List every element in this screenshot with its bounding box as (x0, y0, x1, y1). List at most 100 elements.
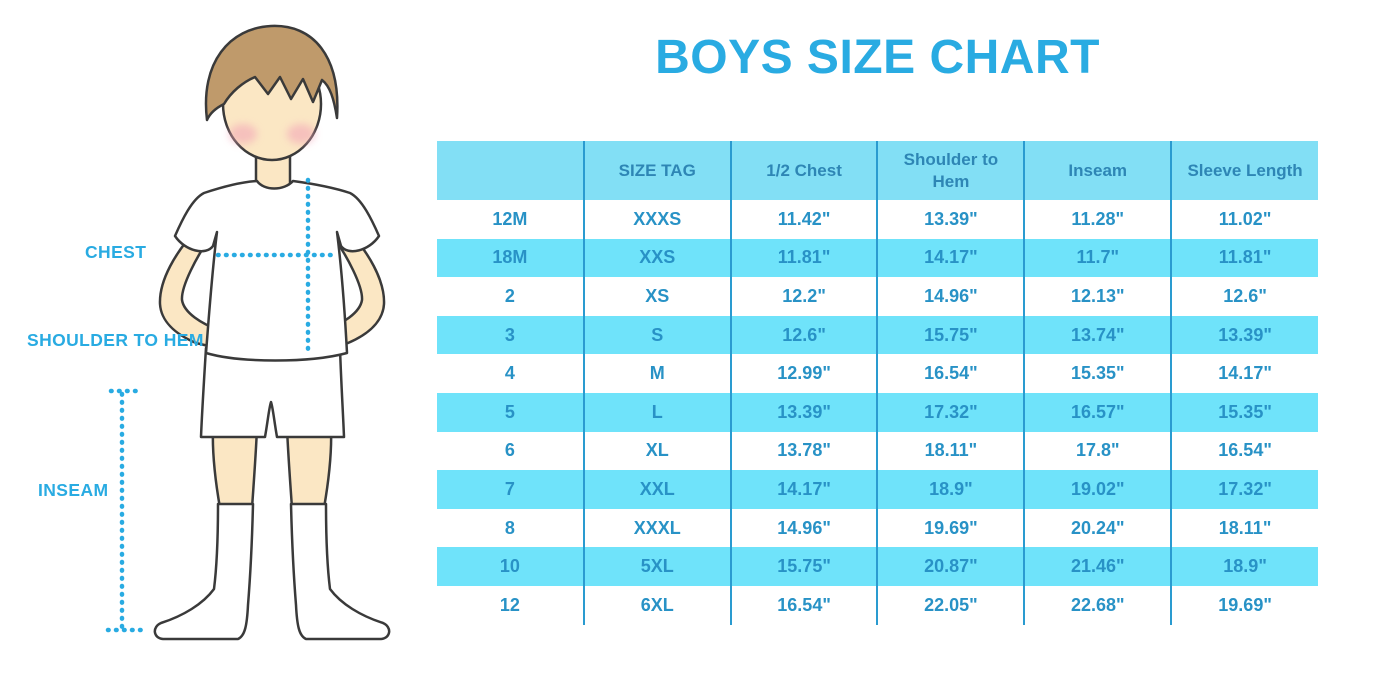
boy-cheek-left (229, 124, 257, 144)
table-row: 3 S 12.6" 15.75" 13.74" 13.39" (437, 315, 1318, 355)
boy-cheek-right (287, 124, 315, 144)
boy-tshirt (173, 179, 381, 362)
sleeve-length-cell: 11.02" (1170, 200, 1318, 239)
half-chest-cell: 16.54" (729, 585, 878, 625)
sleeve-length-cell: 14.17" (1170, 354, 1318, 393)
inseam-cell: 21.46" (1023, 547, 1172, 586)
shoulder-to-hem-cell: 18.9" (876, 470, 1025, 509)
table-row: 5 L 13.39" 17.32" 16.57" 15.35" (437, 392, 1318, 432)
table-row: 7 XXL 14.17" 18.9" 19.02" 17.32" (437, 470, 1318, 509)
shoulder-to-hem-cell: 18.11" (876, 431, 1025, 471)
shoulder-to-hem-label: SHOULDER TO HEM (27, 330, 204, 350)
size-tag-cell: S (582, 315, 731, 355)
half-chest-cell: 12.99" (729, 354, 878, 393)
sleeve-length-cell: 18.9" (1170, 547, 1318, 586)
table-row: 12 6XL 16.54" 22.05" 22.68" 19.69" (437, 585, 1318, 625)
age-size-cell: 7 (437, 470, 584, 509)
sleeve-length-cell: 17.32" (1170, 470, 1318, 509)
half-chest-cell: 11.42" (729, 200, 878, 239)
size-tag-cell: XXXS (582, 200, 731, 239)
shoulder-to-hem-cell: 15.75" (876, 315, 1025, 355)
table-header-row: SIZE TAG 1/2 Chest Shoulder to Hem Insea… (437, 141, 1318, 200)
table-row: 10 5XL 15.75" 20.87" 21.46" 18.9" (437, 547, 1318, 586)
shoulder-to-hem-cell: 17.32" (876, 392, 1025, 432)
inseam-cell: 15.35" (1023, 354, 1172, 393)
half-chest-cell: 14.17" (729, 470, 878, 509)
size-tag-cell: XXXL (582, 508, 731, 548)
age-size-cell: 12M (492, 208, 528, 229)
table-row: 18M XXS 11.81" 14.17" 11.7" 11.81" (437, 238, 1318, 278)
boy-hair (204, 24, 339, 122)
table-row: 8 XXXL 14.96" 19.69" 20.24" 18.11" (437, 508, 1318, 548)
boy-figure-illustration (105, 24, 391, 641)
size-tag-cell: XL (582, 431, 731, 471)
table-row: 4 M 12.99" 16.54" 15.35" 14.17" (437, 354, 1318, 393)
sleeve-length-cell: 15.35" (1170, 392, 1318, 432)
half-chest-cell: 14.96" (729, 508, 878, 548)
sleeve-length-cell: 16.54" (1170, 431, 1318, 471)
sleeve-length-cell: 11.81" (1170, 238, 1318, 278)
table-row: 2 XS 12.2" 14.96" 12.13" 12.6" (437, 277, 1318, 316)
half-chest-cell: 13.39" (729, 392, 878, 432)
measurement-figure-panel: CHEST SHOULDER TO HEM INSEAM (0, 0, 440, 700)
size-table: SIZE TAG 1/2 Chest Shoulder to Hem Insea… (437, 141, 1318, 625)
inseam-cell: 11.28" (1023, 200, 1172, 239)
inseam-cell: 19.02" (1023, 470, 1172, 509)
chest-label: CHEST (85, 242, 147, 262)
age-size-cell: 4 (504, 363, 515, 384)
size-tag-cell: XXS (582, 238, 731, 278)
boy-leg-right (285, 426, 333, 510)
sleeve-length-cell: 18.11" (1170, 508, 1318, 548)
half-chest-cell: 12.2" (729, 277, 878, 316)
sleeve-length-cell: 13.39" (1170, 315, 1318, 355)
shoulder-to-hem-cell: 22.05" (876, 585, 1025, 625)
column-header-inseam: Inseam (1023, 141, 1172, 200)
inseam-cell: 17.8" (1023, 431, 1172, 471)
boy-sock-right (289, 502, 391, 641)
size-tag-cell: M (582, 354, 731, 393)
column-header-shoulder-to-hem: Shoulder to Hem (876, 141, 1025, 200)
size-tag-cell: 6XL (582, 585, 731, 625)
column-header-size-tag: SIZE TAG (582, 141, 731, 200)
shoulder-to-hem-cell: 14.96" (876, 277, 1025, 316)
age-size-cell: 18M (437, 238, 584, 278)
sleeve-length-cell: 12.6" (1170, 277, 1318, 316)
age-size-cell: 8 (504, 517, 515, 538)
table-row: 12M XXXS 11.42" 13.39" 11.28" 11.02" (437, 200, 1318, 239)
age-size-cell: 5 (437, 392, 584, 432)
shoulder-to-hem-cell: 13.39" (876, 200, 1025, 239)
size-tag-cell: L (582, 392, 731, 432)
table-row: 6 XL 13.78" 18.11" 17.8" 16.54" (437, 431, 1318, 471)
size-tag-cell: XS (582, 277, 731, 316)
age-size-cell: 10 (437, 547, 584, 586)
half-chest-cell: 11.81" (729, 238, 878, 278)
inseam-cell: 20.24" (1023, 508, 1172, 548)
size-tag-cell: 5XL (582, 547, 731, 586)
page-title: BOYS SIZE CHART (655, 31, 1100, 84)
half-chest-cell: 12.6" (729, 315, 878, 355)
age-size-cell: 6 (504, 440, 515, 461)
age-size-cell: 12 (499, 594, 520, 615)
inseam-label: INSEAM (38, 480, 109, 500)
size-tag-cell: XXL (582, 470, 731, 509)
inseam-cell: 16.57" (1023, 392, 1172, 432)
column-header-sleeve-length: Sleeve Length (1170, 141, 1318, 200)
inseam-cell: 12.13" (1023, 277, 1172, 316)
sleeve-length-cell: 19.69" (1170, 585, 1318, 625)
age-size-cell: 2 (504, 285, 515, 306)
column-header-half-chest: 1/2 Chest (729, 141, 878, 200)
column-header-blank (437, 141, 584, 200)
boy-shorts (199, 346, 346, 439)
half-chest-cell: 15.75" (729, 547, 878, 586)
inseam-cell: 13.74" (1023, 315, 1172, 355)
shoulder-to-hem-cell: 20.87" (876, 547, 1025, 586)
inseam-cell: 22.68" (1023, 585, 1172, 625)
shoulder-to-hem-cell: 19.69" (876, 508, 1025, 548)
boy-leg-left (211, 426, 259, 510)
boy-sock-left (153, 502, 255, 641)
age-size-cell: 3 (437, 315, 584, 355)
inseam-cell: 11.7" (1023, 238, 1172, 278)
shoulder-to-hem-cell: 16.54" (876, 354, 1025, 393)
shoulder-to-hem-cell: 14.17" (876, 238, 1025, 278)
half-chest-cell: 13.78" (729, 431, 878, 471)
